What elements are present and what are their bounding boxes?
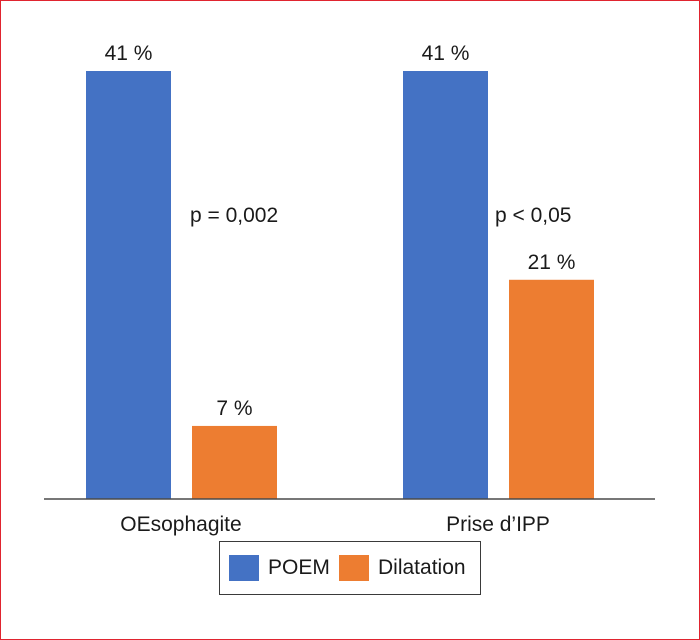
legend-swatch-dilatation <box>339 555 369 581</box>
legend-swatch-poem <box>229 555 259 581</box>
legend-label-poem: POEM <box>268 556 330 579</box>
p-value-annotation-prise-ipp: p < 0,05 <box>495 204 571 227</box>
bar-poem-oesophagite <box>86 71 171 499</box>
category-label-prise-ipp: Prise d’IPP <box>446 513 550 536</box>
legend-item-poem: POEM <box>229 555 330 581</box>
p-value-annotation-oesophagite: p = 0,002 <box>190 204 278 227</box>
data-label-dilatation-prise-d-ipp: 21 % <box>528 251 576 274</box>
data-label-poem-prise-d-ipp: 41 % <box>422 42 470 65</box>
bar-dilatation-prise-d-ipp <box>509 279 594 499</box>
data-label-poem-oesophagite: 41 % <box>105 42 153 65</box>
category-label-oesophagite: OEsophagite <box>120 513 241 536</box>
legend: POEM Dilatation <box>219 541 481 595</box>
bar-dilatation-oesophagite <box>192 425 277 499</box>
data-label-dilatation-oesophagite: 7 % <box>216 397 252 420</box>
bar-poem-prise-d-ipp <box>403 71 488 499</box>
legend-label-dilatation: Dilatation <box>378 556 466 579</box>
legend-item-dilatation: Dilatation <box>339 555 466 581</box>
